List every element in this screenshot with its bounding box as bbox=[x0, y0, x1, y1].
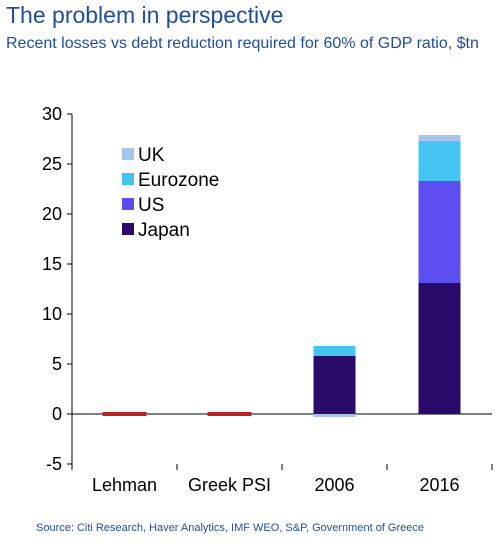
y-tick-label: 15 bbox=[42, 254, 62, 274]
bar-japan-2016 bbox=[418, 283, 461, 414]
y-tick-label: 0 bbox=[52, 404, 62, 424]
legend-swatch-japan bbox=[122, 223, 134, 235]
legend-label-uk: UK bbox=[138, 145, 165, 166]
bar-uk-2006 bbox=[313, 414, 356, 417]
x-category-label: 2006 bbox=[314, 475, 354, 495]
legend-label-eurozone: Eurozone bbox=[138, 170, 219, 191]
legend-swatch-us bbox=[122, 198, 134, 210]
bar-us-2016 bbox=[418, 181, 461, 283]
y-tick-label: 20 bbox=[42, 204, 62, 224]
legend-label-japan: Japan bbox=[138, 220, 190, 241]
x-category-labels: Lehman Greek PSI 2006 2016 bbox=[92, 475, 460, 495]
loss-bar-lehman bbox=[102, 412, 147, 416]
chart-bars bbox=[102, 135, 461, 417]
bar-eurozone-2006 bbox=[313, 346, 356, 356]
bar-eurozone-2016 bbox=[418, 141, 461, 181]
bar-japan-2006 bbox=[313, 356, 356, 414]
chart-subtitle: Recent losses vs debt reduction required… bbox=[6, 35, 479, 52]
x-category-label: Lehman bbox=[92, 475, 157, 495]
chart-title: The problem in perspective bbox=[6, 2, 284, 28]
x-category-label: 2016 bbox=[419, 475, 459, 495]
x-category-label: Greek PSI bbox=[188, 475, 271, 495]
legend-swatch-uk bbox=[122, 148, 134, 160]
y-tick-label: 30 bbox=[42, 104, 62, 124]
legend-label-us: US bbox=[138, 195, 164, 216]
y-tick-label: 10 bbox=[42, 304, 62, 324]
y-tick-label: -5 bbox=[46, 454, 62, 474]
y-tick-label: 25 bbox=[42, 154, 62, 174]
chart-source: Source: Citi Research, Haver Analytics, … bbox=[36, 522, 424, 534]
legend-swatch-eurozone bbox=[122, 173, 134, 185]
y-tick-labels: -5 0 5 10 15 20 25 30 bbox=[42, 104, 62, 474]
bar-uk-2016 bbox=[418, 135, 461, 141]
y-tick-label: 5 bbox=[52, 354, 62, 374]
loss-bar-greek-psi bbox=[207, 412, 252, 416]
chart-legend: UK Eurozone US Japan bbox=[122, 145, 219, 241]
